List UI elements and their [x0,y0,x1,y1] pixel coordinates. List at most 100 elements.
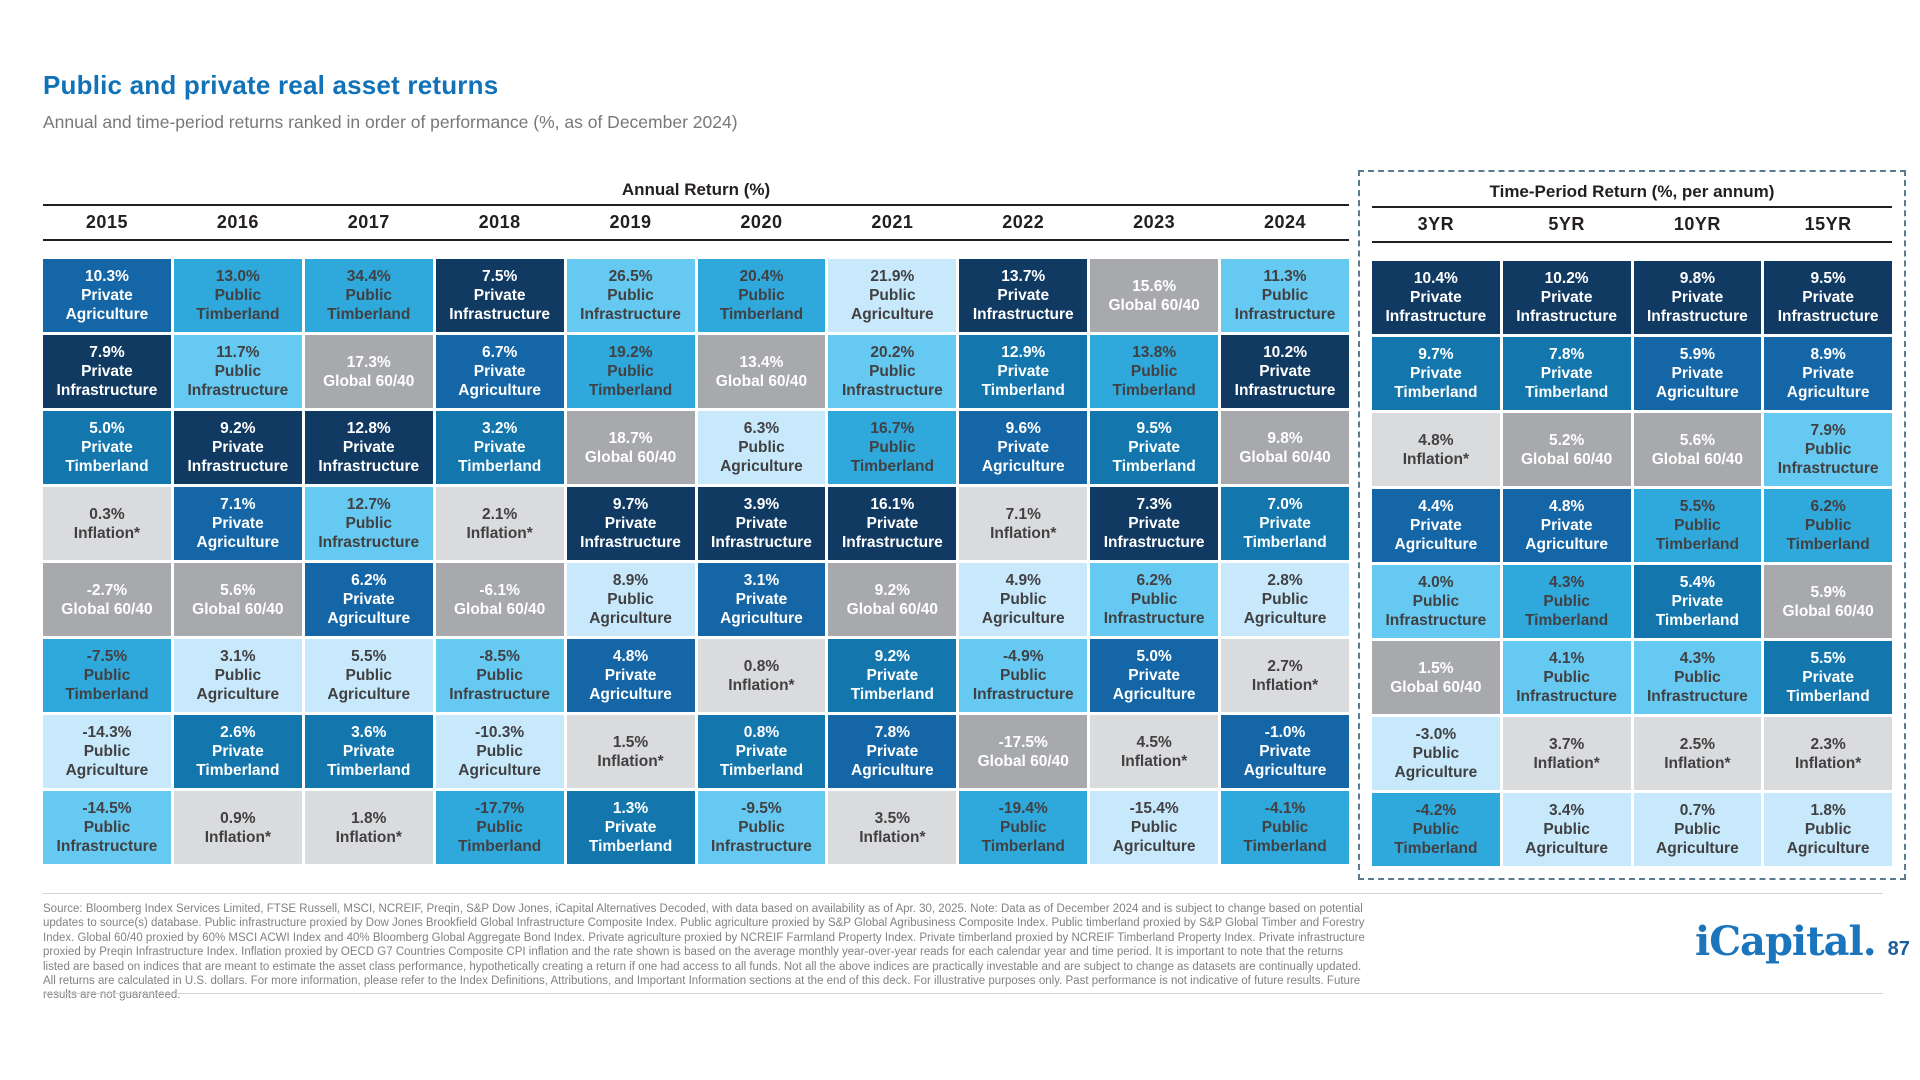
cell-value: 13.7% [1001,268,1046,285]
cell-value: 5.2% [1548,431,1585,449]
cell-value: 5.0% [89,420,125,437]
return-cell: 6.7% Private Agriculture [435,335,564,408]
return-cell: 0.8% Private Timberland [697,715,826,788]
return-cell: 9.6% Private Agriculture [959,411,1088,484]
cell-asset-label: Public Timberland [1394,821,1478,857]
return-cell: -17.5% Global 60/40 [959,715,1088,788]
return-cell: 15.6% Global 60/40 [1090,259,1219,332]
page-subtitle: Annual and time-period returns ranked in… [43,112,738,132]
return-cell: 3.1% Private Agriculture [697,563,826,636]
cell-asset-label: Private Timberland [850,667,934,703]
return-cell: 10.2% Private Infrastructure [1221,335,1349,408]
cell-value: 7.8% [874,724,911,741]
cell-value: 5.9% [1810,583,1846,601]
annual-column-label: 2017 [347,212,390,232]
return-cell: 9.2% Private Infrastructure [173,411,302,484]
annual-column-label: 2021 [871,212,914,232]
icapital-logo-wordmark: iCapital. [1695,918,1877,965]
return-cell: 3.9% Private Infrastructure [697,487,826,560]
cell-value: 20.2% [870,344,915,361]
return-cell: 9.8% Global 60/40 [1221,411,1349,484]
page-title: Public and private real asset returns [43,70,499,100]
cell-value: 4.8% [1418,431,1454,449]
return-cell: 5.9% Global 60/40 [1764,565,1892,638]
cell-asset-label: Private Timberland [1243,515,1327,551]
return-cell: -4.1% Public Timberland [1221,791,1349,864]
cell-value: 5.5% [1679,498,1716,515]
cell-asset-label: Private Infrastructure [711,515,812,551]
cell-value: 4.5% [1136,733,1172,751]
bottom-divider [43,993,1883,994]
return-cell: 5.5% Public Timberland [1633,489,1762,562]
return-cell: 9.5% Private Timberland [1090,411,1219,484]
cell-value: 12.7% [346,496,391,513]
return-cell: 0.8% Inflation* [697,639,826,712]
cell-asset-label: Public Infrastructure [580,287,681,323]
cell-value: 34.4% [346,268,391,285]
cell-value: 6.2% [351,572,387,589]
annual-column-label: 2016 [216,212,259,232]
return-cell: 4.1% Public Infrastructure [1502,641,1631,714]
return-cell: 9.5% Private Infrastructure [1764,261,1892,334]
cell-asset-label: Private Timberland [1786,669,1870,705]
cell-asset-label: Public Agriculture [1243,591,1327,627]
return-cell: 20.4% Public Timberland [697,259,826,332]
cell-asset-label: Private Infrastructure [580,515,681,551]
cell-asset-label: Private Infrastructure [1516,289,1618,325]
cell-value: 2.3% [1810,735,1846,753]
cell-asset-label: Global 60/40 [1520,450,1613,468]
cell-asset-label: Public Infrastructure [1385,593,1487,629]
cell-value: 11.7% [216,344,260,361]
return-cell: 6.3% Public Agriculture [697,411,826,484]
cell-value: 4.3% [1679,650,1716,667]
cell-value: 0.8% [743,724,780,741]
return-cell: 7.8% Private Timberland [1502,337,1631,410]
cell-asset-label: Global 60/40 [192,600,284,618]
cell-value: 6.7% [481,344,518,361]
return-cell: 7.1% Private Agriculture [173,487,302,560]
cell-value: 3.9% [743,496,780,513]
cell-asset-label: Public Timberland [327,287,411,323]
cell-value: 0.7% [1679,802,1716,819]
cell-asset-label: Public Infrastructure [841,363,943,399]
cell-asset-label: Private Agriculture [851,743,934,779]
return-cell: 16.7% Public Timberland [828,411,957,484]
cell-asset-label: Public Agriculture [327,667,411,703]
cell-value: 9.5% [1810,270,1846,287]
cell-asset-label: Private Infrastructure [1234,363,1336,399]
return-cell: 12.9% Private Timberland [959,335,1088,408]
cell-value: 5.5% [351,648,387,665]
return-cell: 2.5% Inflation* [1633,717,1762,790]
return-cell: 7.3% Private Infrastructure [1090,487,1219,560]
cell-asset-label: Inflation* [859,828,926,846]
return-cell: 7.1% Inflation* [959,487,1088,560]
cell-value: 19.2% [608,344,653,361]
return-cell: 4.8% Private Agriculture [566,639,695,712]
cell-asset-label: Public Infrastructure [1103,591,1205,627]
cell-asset-label: Inflation* [728,676,795,694]
cell-value: 3.4% [1548,802,1585,819]
cell-value: 13.8% [1132,344,1177,361]
cell-asset-label: Private Infrastructure [1385,289,1487,325]
cell-asset-label: Global 60/40 [1108,296,1200,314]
cell-asset-label: Global 60/40 [1390,678,1482,696]
cell-asset-label: Public Infrastructure [1646,669,1748,705]
cell-asset-label: Private Agriculture [1656,365,1739,401]
return-cell: 26.5% Public Infrastructure [566,259,695,332]
time-period-column-label: 10YR [1673,214,1721,234]
return-cell: 34.4% Public Timberland [304,259,433,332]
cell-value: 4.3% [1548,574,1585,591]
cell-value: 9.8% [1267,429,1303,447]
cell-asset-label: Global 60/40 [1651,450,1744,468]
cell-asset-label: Private Timberland [1394,365,1478,401]
time-period-grid: 10.4% Private Infrastructure 10.2% Private … [1372,261,1892,866]
cell-value: 16.7% [870,420,915,437]
cell-value: 12.8% [346,420,391,437]
return-cell: -14.3% Public Agriculture [43,715,171,788]
return-cell: 1.8% Inflation* [304,791,433,864]
cell-asset-label: Public Infrastructure [56,819,158,855]
return-cell: 19.2% Public Timberland [566,335,695,408]
annual-header: 2015 2016 2017 2018 2019 2020 2021 2022 2023 2024 [43,204,1349,241]
return-cell: 6.2% Public Infrastructure [1090,563,1219,636]
